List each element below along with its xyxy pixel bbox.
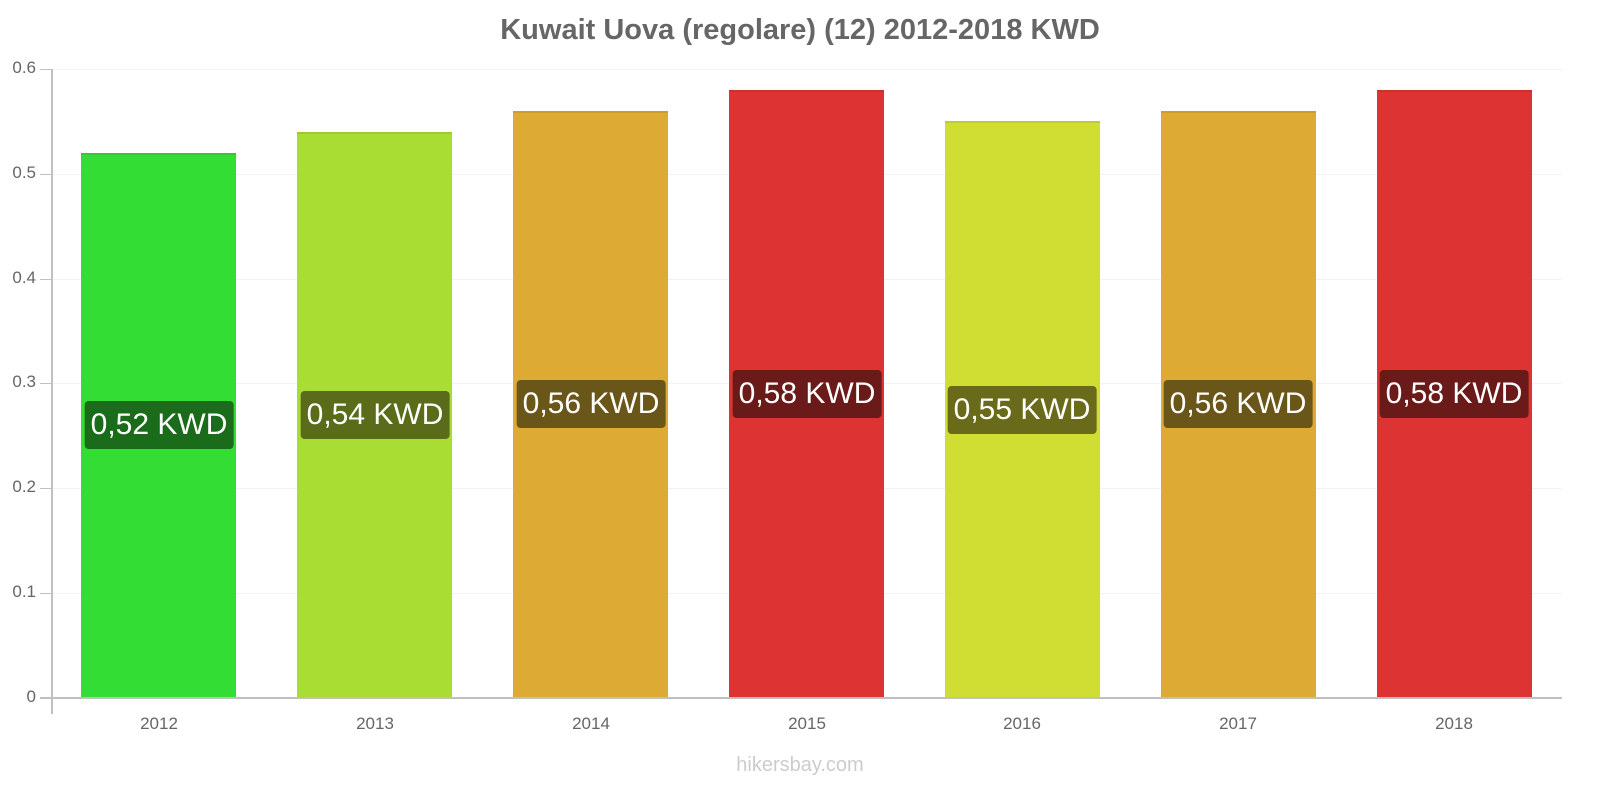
watermark: hikersbay.com [736, 754, 864, 776]
chart-title: Kuwait Uova (regolare) (12) 2012-2018 KW… [500, 14, 1100, 46]
y-tick-mark [40, 593, 51, 594]
x-axis-line [40, 697, 1562, 699]
y-tick-label: 0 [26, 687, 36, 706]
x-tick-label: 2015 [788, 714, 826, 733]
data-label-2017: 0,56 KWD [1163, 380, 1313, 428]
data-label-2012: 0,52 KWD [84, 401, 234, 449]
y-tick-label: 0.1 [12, 582, 36, 601]
y-tick-mark [40, 69, 51, 70]
x-tick-label: 2017 [1219, 714, 1257, 733]
x-tick-label: 2012 [140, 714, 178, 733]
x-tick-label: 2018 [1435, 714, 1473, 733]
data-label-2016: 0,55 KWD [947, 386, 1097, 434]
y-tick-mark [40, 488, 51, 489]
y-tick-mark [40, 279, 51, 280]
data-label-2013: 0,54 KWD [300, 391, 450, 439]
y-tick-label: 0.4 [12, 268, 36, 287]
y-tick-label: 0.6 [12, 58, 36, 77]
x-tick-label: 2013 [356, 714, 394, 733]
y-tick-label: 0.5 [12, 163, 36, 182]
x-tick-label: 2016 [1003, 714, 1041, 733]
y-tick-mark [40, 174, 51, 175]
x-tick-label: 2014 [572, 714, 610, 733]
data-label-2018: 0,58 KWD [1379, 370, 1529, 418]
y-tick-label: 0.2 [12, 477, 36, 496]
y-axis-line [51, 69, 53, 714]
gridline [51, 69, 1562, 70]
data-label-2014: 0,56 KWD [516, 380, 666, 428]
data-label-2015: 0,58 KWD [732, 370, 882, 418]
y-tick-mark [40, 383, 51, 384]
y-tick-label: 0.3 [12, 372, 36, 391]
